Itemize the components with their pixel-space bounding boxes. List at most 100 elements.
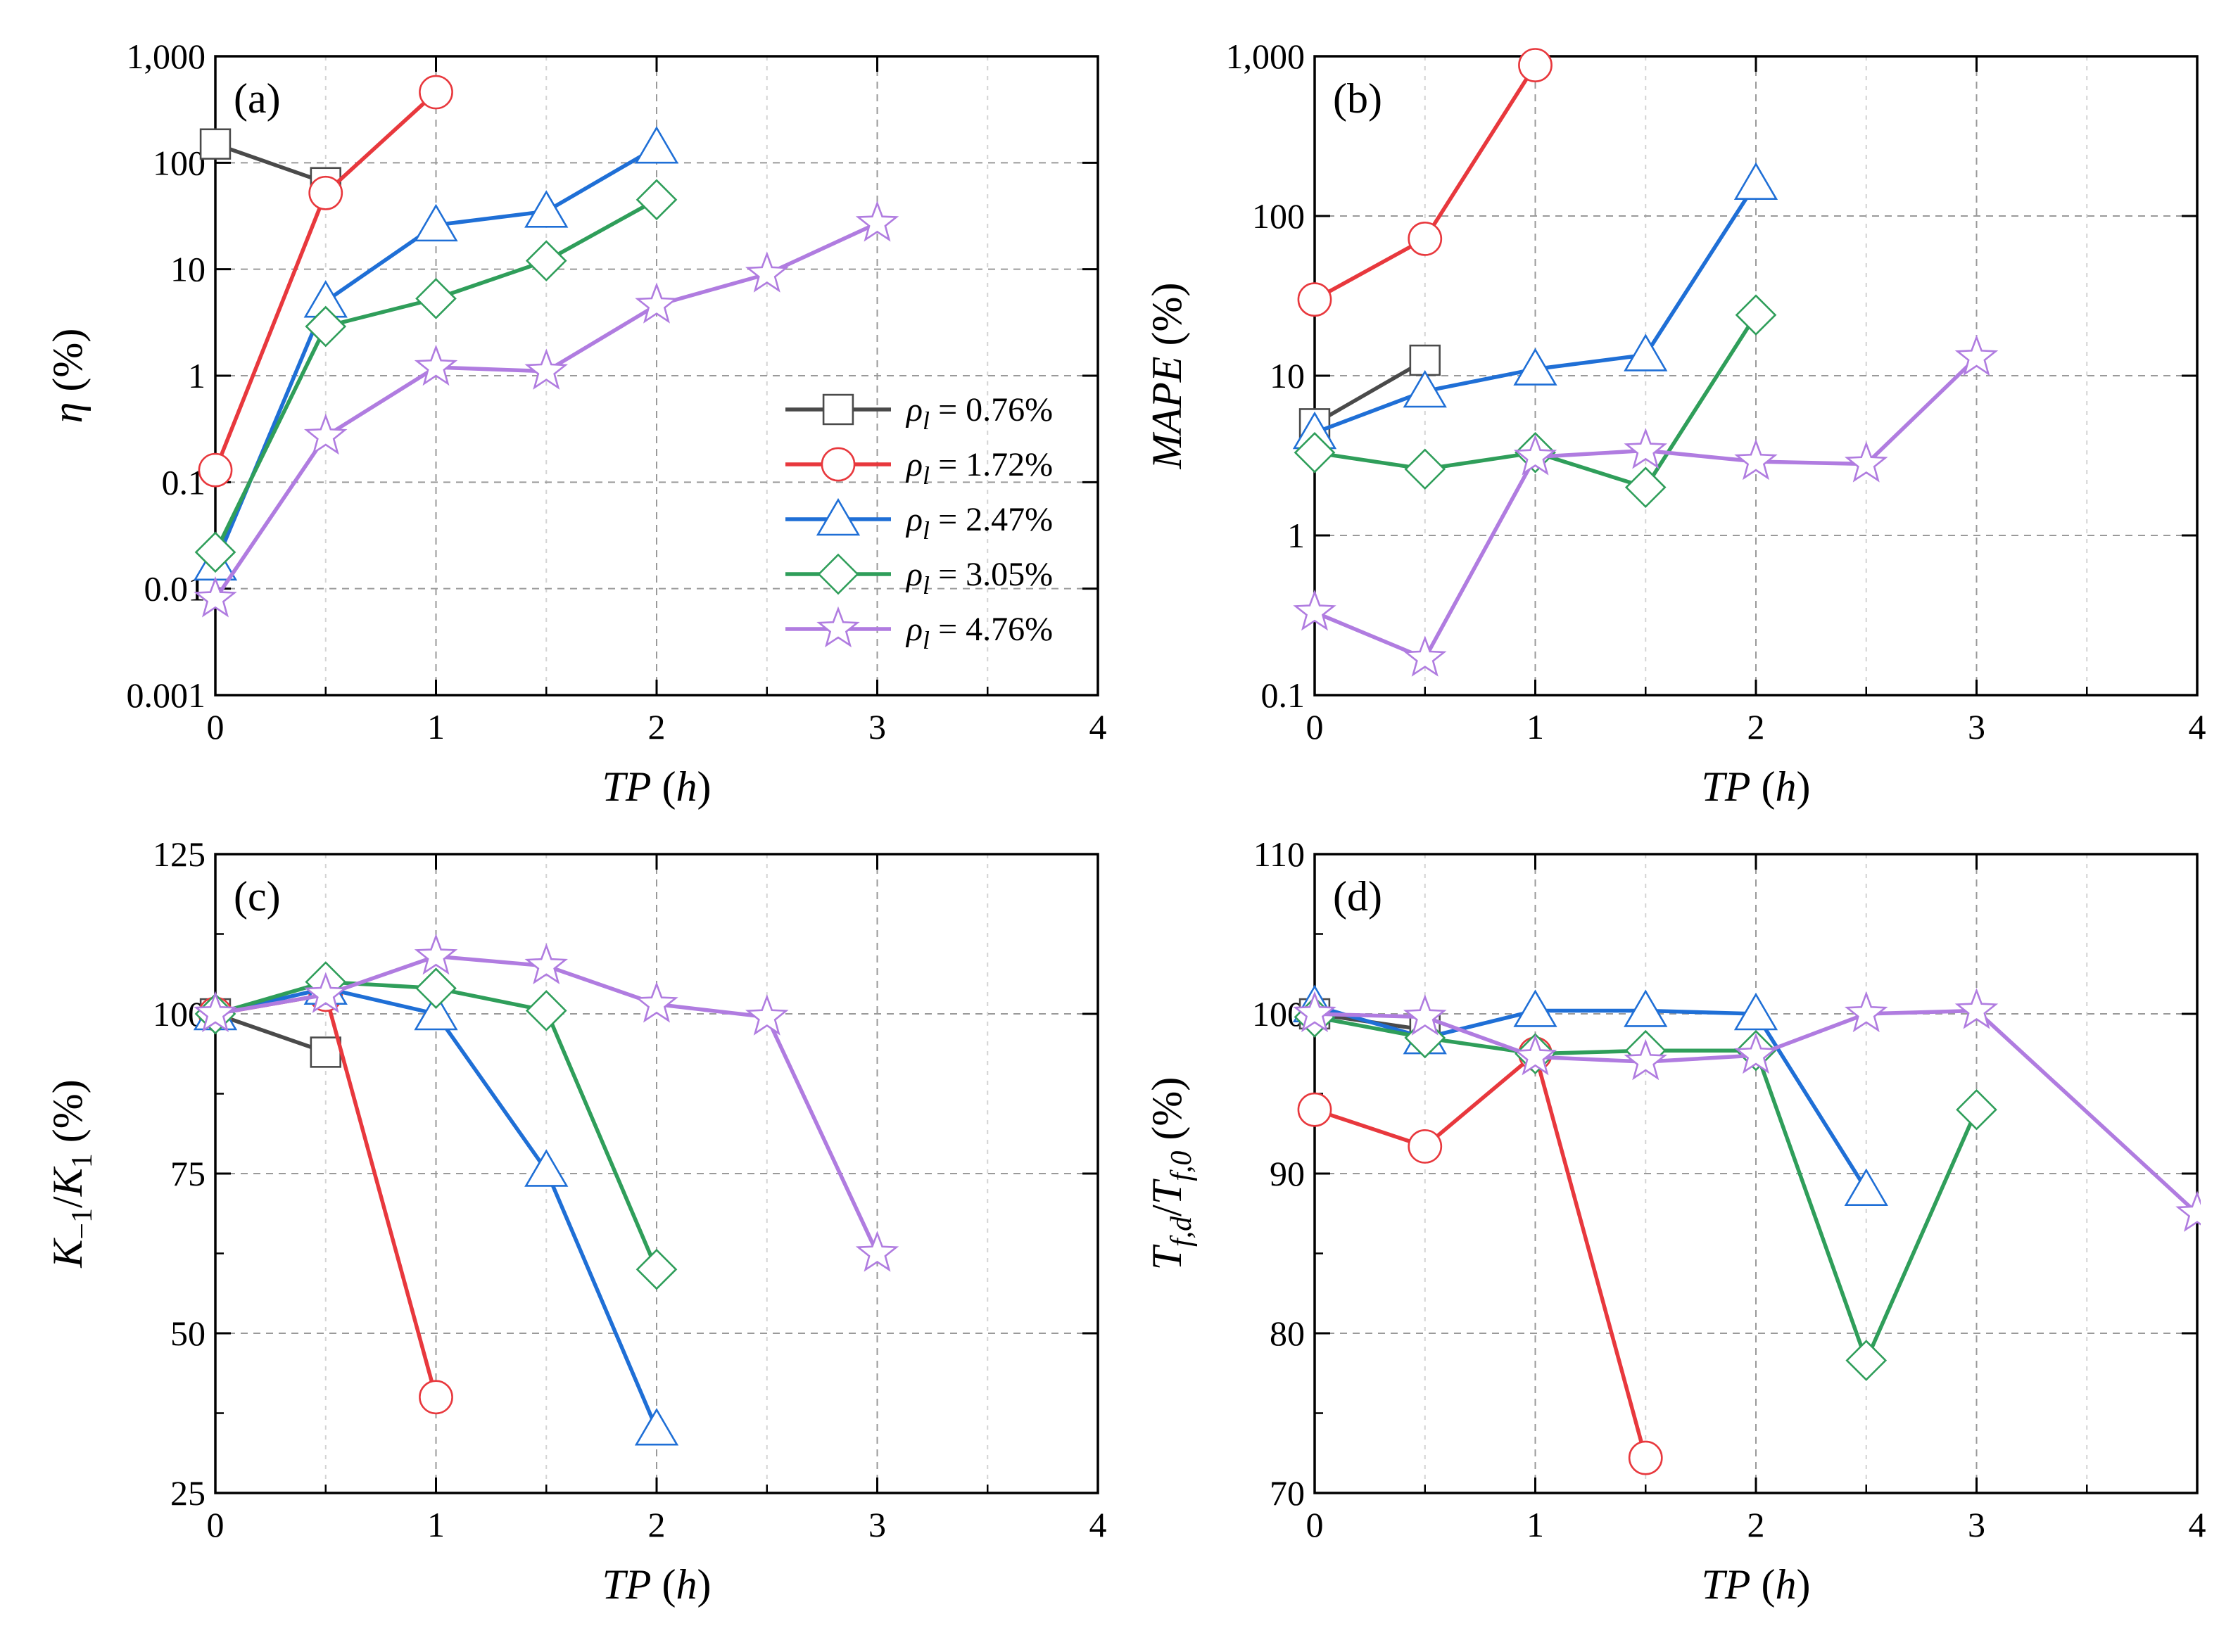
data-point-s305	[305, 305, 347, 348]
data-point-s476	[303, 972, 348, 1013]
legend-entry: ρl = 1.72%	[785, 446, 1053, 490]
series-s476	[1293, 334, 1999, 677]
data-point-s305	[1294, 431, 1336, 474]
series-line-s476	[1314, 1008, 2199, 1215]
y-axis-label: Tf,d/Tf,0 (%)	[1144, 1077, 1198, 1271]
data-point-s476	[1734, 1032, 1778, 1074]
data-point-s247	[1733, 992, 1778, 1031]
data-point-s476	[855, 1231, 899, 1272]
series-s476	[1293, 988, 2201, 1232]
panel-label: (b)	[1333, 75, 1382, 122]
x-tick-label: 4	[1089, 1505, 1107, 1544]
y-tick-label: 1,000	[1226, 37, 1306, 76]
x-tick-label: 2	[648, 1505, 666, 1544]
y-tick-label: 80	[1270, 1314, 1305, 1353]
data-point-s476	[745, 994, 789, 1036]
data-point-s172	[1628, 1440, 1663, 1475]
data-point-s076	[310, 1036, 341, 1068]
data-point-s305	[1624, 466, 1667, 509]
x-tick-label: 1	[427, 1505, 445, 1544]
series-s305	[194, 179, 678, 573]
data-point-s247	[1513, 989, 1557, 1027]
data-point-s476	[1293, 991, 1336, 1033]
chart-panel-4: 0 1 2 3 4 70 80 90 100 110 TP (h) Tf,d/Tf,0 (%) (d)	[1144, 834, 2206, 1608]
x-tick-label: 2	[1747, 707, 1765, 746]
y-tick-label: 0.001	[127, 675, 206, 715]
data-point-s476	[635, 282, 678, 324]
data-point-s476	[1844, 441, 1888, 483]
data-point-s172	[198, 452, 233, 488]
panel-label: (d)	[1333, 873, 1382, 920]
data-point-s247	[414, 203, 458, 242]
data-point-s476	[1734, 438, 1778, 481]
series-s476	[194, 201, 899, 618]
y-tick-label: 100	[1252, 994, 1305, 1034]
data-point-s305	[1956, 1088, 1997, 1131]
panel-label: (a)	[234, 75, 281, 122]
data-point-s247	[524, 190, 569, 228]
data-point-s476	[855, 201, 899, 242]
data-point-s305	[415, 278, 457, 319]
legend-label: ρl = 1.72%	[905, 446, 1053, 490]
x-tick-label: 0	[207, 707, 225, 746]
x-tick-label: 3	[868, 1505, 886, 1544]
series-s305	[194, 961, 678, 1290]
y-tick-label: 50	[170, 1314, 206, 1353]
x-tick-label: 0	[207, 1505, 225, 1544]
x-tick-label: 1	[1526, 707, 1544, 746]
legend-label: ρl = 0.76%	[905, 391, 1053, 435]
data-point-s476	[414, 934, 458, 975]
data-point-s476	[1513, 1034, 1557, 1076]
series-s476	[194, 934, 899, 1272]
data-point-s476	[524, 348, 569, 390]
data-point-s247	[414, 992, 458, 1031]
y-tick-label: 110	[1253, 834, 1305, 874]
data-point-s476	[2175, 1190, 2201, 1232]
x-tick-label: 2	[648, 707, 666, 746]
data-point-s476	[1293, 590, 1336, 631]
x-tick-label: 3	[868, 707, 886, 746]
legend-entry: ρl = 0.76%	[785, 391, 1053, 435]
y-tick-label: 1,000	[127, 37, 206, 76]
data-point-s172	[1408, 1129, 1443, 1164]
data-point-s305	[1735, 294, 1777, 336]
data-point-s476	[1954, 988, 1999, 1029]
series-line-s172	[1314, 1052, 1648, 1459]
data-point-s305	[636, 179, 678, 221]
legend-marker-s305	[817, 553, 859, 595]
chart-panel-1: 0 1 2 3 4 0.001 0.01 0.1 1 10 100 1,000 TP (h) η (%) (…	[44, 37, 1107, 810]
y-axis-label: MAPE (%)	[1144, 283, 1190, 470]
legend-entry: ρl = 2.47%	[785, 497, 1053, 545]
x-tick-label: 3	[1968, 1505, 1985, 1544]
data-point-s476	[1624, 428, 1668, 469]
x-axis-label: TP (h)	[1702, 763, 1811, 810]
data-point-s476	[194, 576, 237, 618]
x-tick-label: 4	[2189, 707, 2206, 746]
plot-frame	[1313, 853, 2199, 1494]
data-point-s172	[419, 1380, 453, 1415]
legend-marker-s247	[816, 497, 861, 536]
series-s247	[193, 126, 679, 581]
data-point-s305	[525, 990, 567, 1031]
data-point-s476	[1844, 991, 1888, 1033]
x-tick-label: 2	[1747, 1505, 1765, 1544]
y-tick-label: 1	[188, 356, 206, 395]
legend-marker-s172	[821, 447, 856, 482]
legend-entry: ρl = 4.76%	[785, 606, 1053, 654]
y-axis-label: η (%)	[44, 329, 91, 424]
x-tick-label: 0	[1306, 1505, 1324, 1544]
x-axis-label: TP (h)	[602, 1561, 712, 1608]
data-point-s247	[524, 1149, 569, 1187]
data-point-s247	[1403, 369, 1447, 408]
y-tick-label: 75	[170, 1154, 206, 1193]
data-point-s247	[1624, 989, 1668, 1027]
x-tick-label: 4	[1089, 707, 1107, 746]
chart-panel-2: 0 1 2 3 4 0.1 1 10 100 1,000 TP (h) MAPE (%) (b)	[1144, 37, 2206, 810]
data-point-s076	[199, 128, 232, 160]
y-tick-label: 25	[170, 1473, 206, 1513]
data-point-s172	[308, 175, 343, 210]
data-point-s476	[194, 991, 237, 1033]
x-tick-label: 4	[2189, 1505, 2206, 1544]
